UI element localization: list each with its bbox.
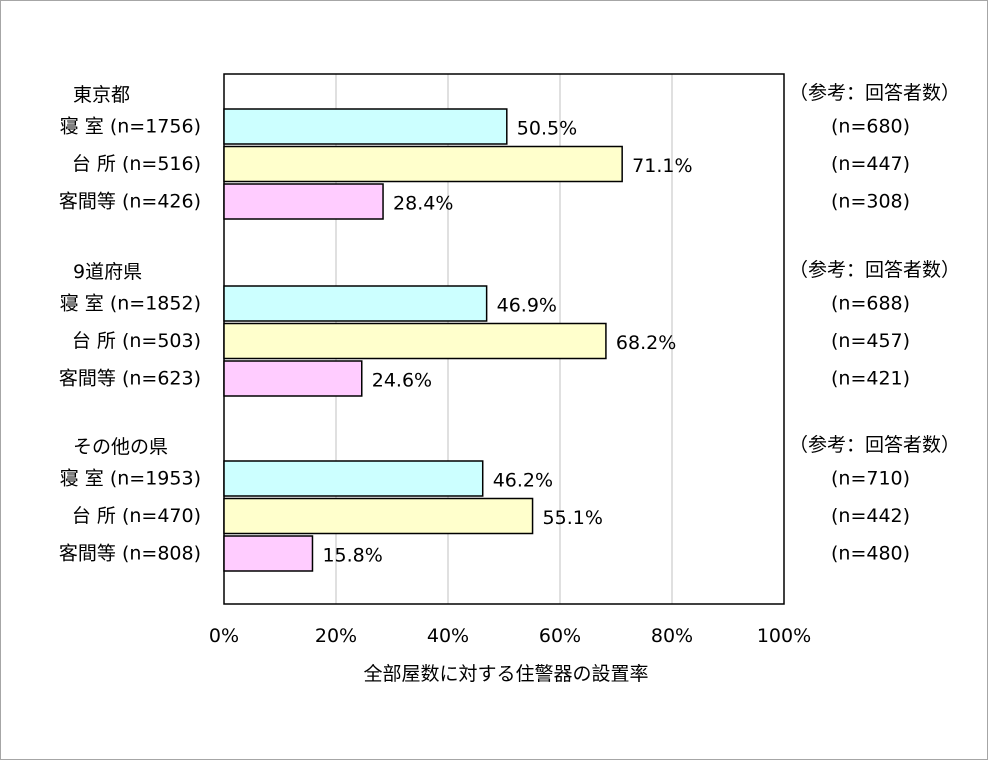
category-label: 台 所 (n=503) bbox=[72, 330, 201, 352]
category-label: 寝 室 (n=1953) bbox=[60, 468, 201, 490]
data-label: 46.2% bbox=[493, 470, 553, 492]
respondents-header: （参考：回答者数） bbox=[789, 82, 960, 104]
data-label: 71.1% bbox=[632, 155, 692, 177]
data-label: 50.5% bbox=[517, 118, 577, 140]
bar bbox=[223, 497, 534, 535]
data-label: 28.4% bbox=[393, 193, 453, 215]
x-tick-label: 80% bbox=[651, 625, 693, 647]
category-label: 台 所 (n=516) bbox=[72, 153, 201, 175]
data-label: 55.1% bbox=[543, 507, 603, 529]
respondents-header: （参考：回答者数） bbox=[789, 434, 960, 456]
data-label: 68.2% bbox=[616, 332, 676, 354]
bar bbox=[223, 360, 363, 397]
bar bbox=[223, 145, 623, 183]
bar bbox=[223, 535, 314, 572]
group-label: 東京都 bbox=[73, 84, 130, 106]
data-label: 46.9% bbox=[497, 295, 557, 317]
x-tick-label: 20% bbox=[315, 625, 357, 647]
respondents-count: (n=457) bbox=[831, 330, 910, 352]
respondents-header: （参考：回答者数） bbox=[789, 259, 960, 281]
respondents-count: (n=447) bbox=[831, 153, 910, 175]
category-label: 寝 室 (n=1852) bbox=[60, 293, 201, 315]
x-axis-title: 全部屋数に対する住警器の設置率 bbox=[363, 663, 648, 685]
x-tick-label: 100% bbox=[757, 625, 811, 647]
x-tick-label: 0% bbox=[209, 625, 239, 647]
bar bbox=[223, 183, 384, 220]
respondents-count: (n=480) bbox=[831, 543, 910, 565]
category-label: 客間等 (n=808) bbox=[59, 543, 201, 565]
bar bbox=[223, 285, 488, 322]
x-tick-label: 40% bbox=[427, 625, 469, 647]
category-label: 台 所 (n=470) bbox=[72, 505, 201, 527]
group-label: 9道府県 bbox=[73, 261, 142, 283]
respondents-count: (n=688) bbox=[831, 293, 910, 315]
bar bbox=[223, 322, 607, 360]
data-label: 15.8% bbox=[322, 545, 382, 567]
bar bbox=[223, 108, 508, 145]
respondents-count: (n=421) bbox=[831, 368, 910, 390]
group-label: その他の県 bbox=[73, 436, 168, 458]
x-tick-label: 60% bbox=[539, 625, 581, 647]
category-label: 客間等 (n=426) bbox=[59, 191, 201, 213]
category-label: 寝 室 (n=1756) bbox=[60, 116, 201, 138]
data-label: 24.6% bbox=[372, 370, 432, 392]
respondents-count: (n=710) bbox=[831, 468, 910, 490]
category-label: 客間等 (n=623) bbox=[59, 368, 201, 390]
respondents-count: (n=308) bbox=[831, 191, 910, 213]
respondents-count: (n=442) bbox=[831, 505, 910, 527]
respondents-count: (n=680) bbox=[831, 116, 910, 138]
bar bbox=[223, 460, 484, 497]
